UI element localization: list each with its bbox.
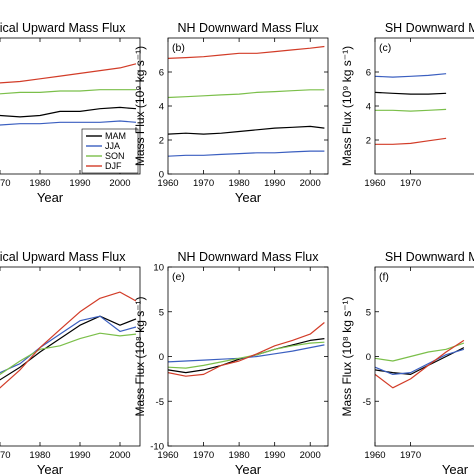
x-tick-label: 1960 [364, 450, 385, 461]
panel-6: 1960 1970 -5 0 5 SH Downward Mass Flux (f) Year… [340, 250, 474, 474]
x-tick-label: 1970 [400, 450, 421, 461]
x-tick-label: 1980 [229, 450, 250, 461]
x-axis-label: Year [37, 190, 64, 205]
y-tick-label: 6 [159, 68, 164, 79]
series-line-djf [0, 291, 137, 389]
series-line-djf [375, 137, 447, 145]
panel-title: NH Downward Mass Flux [177, 21, 319, 35]
x-tick-label: 1990 [69, 178, 90, 189]
x-tick-label: 1960 [157, 178, 178, 189]
series-line-mam [375, 91, 447, 95]
panel-1: 1970 1980 1990 2000 Tropical Upward Mass Flu… [0, 21, 141, 205]
legend-entry-jja: JJA [105, 141, 120, 151]
x-axis-label: Year [235, 462, 262, 474]
y-tick-label: 2 [366, 136, 371, 147]
x-tick-label: 1970 [0, 178, 11, 189]
series-line-mam [0, 315, 137, 381]
panel-label: (e) [172, 271, 185, 283]
x-tick-label: 1970 [193, 450, 214, 461]
panel-title: Tropical Upward Mass Flux [0, 250, 126, 264]
y-tick-label: 6 [366, 68, 371, 79]
plot-frame [0, 266, 141, 447]
panel-label: (f) [379, 271, 389, 283]
series-line-son [168, 89, 325, 99]
x-axis-label: Year [235, 190, 262, 205]
panel-3: 1960 1970 2 4 6 SH Downward Mass Flux (c) Mass … [340, 21, 474, 189]
series-line-jja [0, 120, 137, 126]
legend-entry-mam: MAM [105, 131, 126, 141]
x-tick-label: 2000 [109, 178, 130, 189]
x-tick-label: 2000 [109, 450, 130, 461]
panel-title: SH Downward Mass Flux [385, 250, 474, 264]
y-tick-label: 5 [159, 307, 164, 318]
x-tick-label: 2000 [300, 178, 321, 189]
series-line-djf [375, 339, 465, 389]
panel-4: 1970 1980 1990 2000 Tropical Upward Mass Flu… [0, 250, 141, 474]
y-tick-label: 0 [366, 352, 371, 363]
x-tick-label: 1990 [69, 450, 90, 461]
y-tick-label: 4 [366, 102, 371, 113]
plot-frame [374, 37, 474, 175]
y-axis-label: Mass Flux (10⁹ kg s⁻¹) [340, 46, 354, 166]
panel-5: 1960 1970 1980 1990 2000 -10 -5 0 5 10 NH Downward… [133, 250, 329, 474]
x-axis-label: Year [442, 462, 469, 474]
series-line-mam [0, 106, 137, 118]
series-line-jja [0, 315, 137, 374]
y-tick-label: -10 [150, 442, 164, 453]
panel-label: (b) [172, 42, 185, 54]
y-tick-label: 5 [366, 307, 371, 318]
x-tick-label: 2000 [300, 450, 321, 461]
series-line-mam [168, 125, 325, 135]
y-tick-label: 0 [159, 352, 164, 363]
plot-frame [0, 37, 141, 175]
x-tick-label: 1990 [264, 178, 285, 189]
y-tick-label: 10 [153, 263, 164, 274]
x-tick-label: 1960 [364, 178, 385, 189]
x-axis-label: Year [37, 462, 64, 474]
panel-2: 1960 1970 1980 1990 2000 0 2 4 6 NH Downward Mass… [133, 21, 329, 205]
y-axis-label: Mass Flux (10⁸ kg s⁻¹) [133, 296, 147, 416]
x-tick-label: 1970 [400, 178, 421, 189]
panel-title: NH Downward Mass Flux [177, 250, 319, 264]
series-line-djf [168, 322, 325, 377]
x-tick-label: 1980 [29, 450, 50, 461]
x-tick-label: 1970 [0, 450, 11, 461]
series-line-son [375, 108, 447, 112]
panel-label: (c) [379, 42, 391, 54]
x-tick-label: 1990 [264, 450, 285, 461]
series-line-mam [375, 347, 465, 375]
x-tick-label: 1970 [193, 178, 214, 189]
y-axis-label: Mass Flux (10⁹ kg s⁻¹) [133, 46, 147, 166]
panel-title: SH Downward Mass Flux [385, 21, 474, 35]
series-line-son [375, 342, 465, 362]
panel-title: Tropical Upward Mass Flux [0, 21, 126, 35]
series-line-jja [375, 73, 447, 78]
series-line-son [0, 332, 137, 376]
y-tick-label: -5 [363, 397, 371, 408]
series-line-jja [168, 344, 325, 363]
y-tick-label: 0 [159, 170, 164, 181]
plot-frame [374, 266, 474, 447]
y-tick-label: -5 [156, 397, 164, 408]
x-tick-label: 1960 [157, 450, 178, 461]
y-tick-label: 2 [159, 136, 164, 147]
series-line-djf [0, 63, 137, 84]
y-tick-label: 4 [159, 102, 164, 113]
series-line-jja [168, 150, 325, 157]
x-tick-label: 1980 [29, 178, 50, 189]
series-line-son [168, 341, 325, 369]
legend-entry-son: SON [105, 151, 125, 161]
legend-entry-djf: DJF [105, 161, 122, 171]
series-line-jja [375, 348, 465, 375]
x-tick-label: 1980 [229, 178, 250, 189]
series-line-djf [168, 45, 325, 59]
series-line-son [0, 89, 136, 95]
y-axis-label: Mass Flux (10⁸ kg s⁻¹) [340, 296, 354, 416]
